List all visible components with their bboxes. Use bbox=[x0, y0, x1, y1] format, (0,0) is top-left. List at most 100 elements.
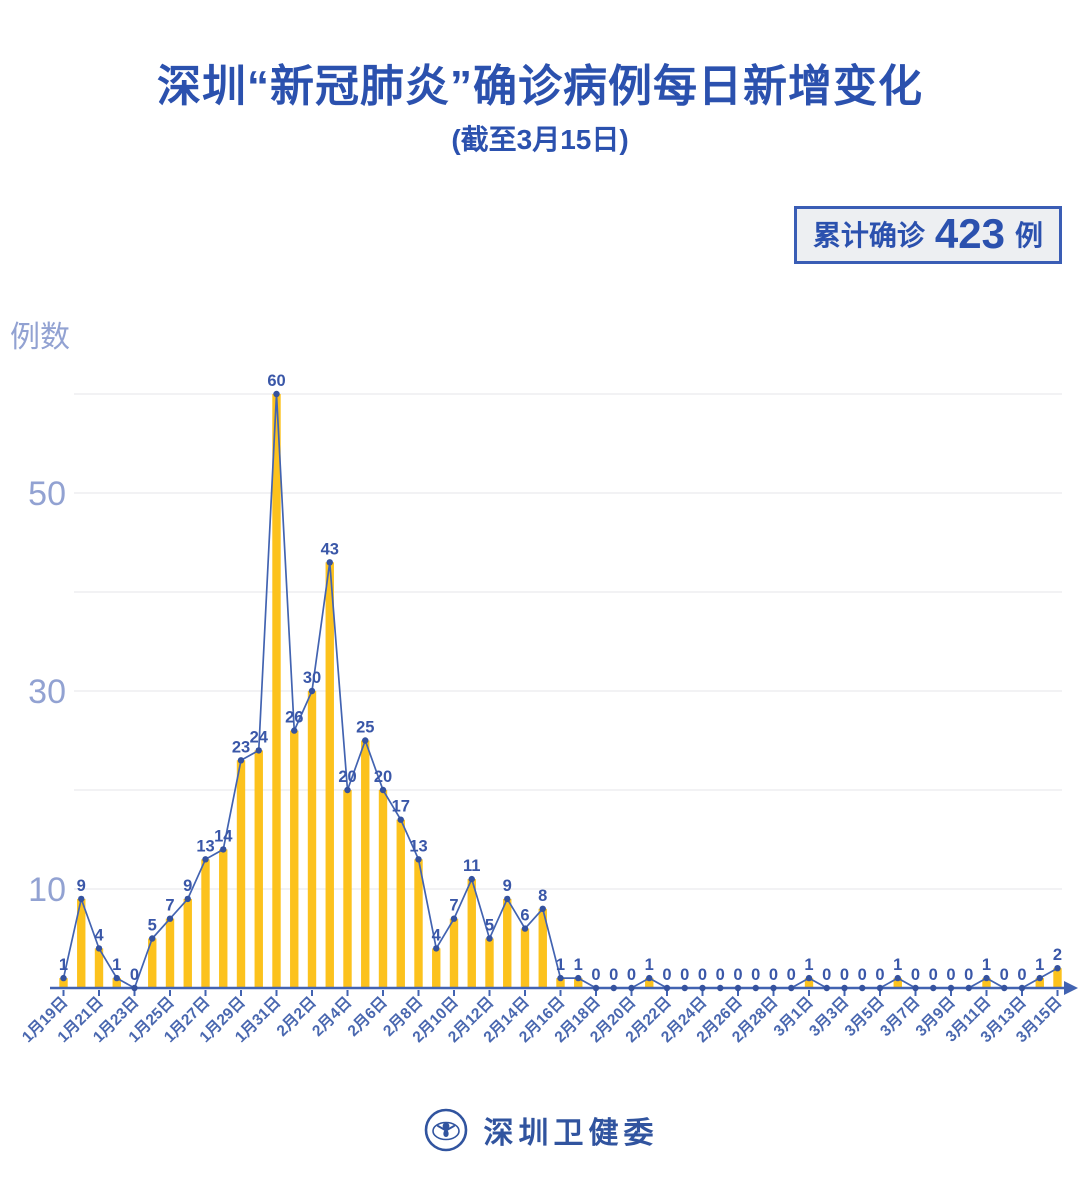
data-point bbox=[876, 984, 884, 992]
data-label: 0 bbox=[680, 966, 689, 984]
data-point bbox=[663, 984, 671, 992]
data-label: 5 bbox=[148, 917, 157, 935]
data-point bbox=[521, 925, 529, 932]
data-point bbox=[930, 984, 937, 992]
bar bbox=[219, 849, 228, 988]
data-label: 0 bbox=[591, 966, 600, 984]
data-label: 23 bbox=[232, 738, 250, 756]
bar bbox=[645, 978, 654, 988]
data-label: 0 bbox=[929, 966, 938, 984]
data-label: 60 bbox=[267, 372, 285, 390]
data-label: 0 bbox=[875, 966, 884, 984]
bar bbox=[538, 908, 547, 988]
bar bbox=[893, 978, 902, 988]
page-subtitle: (截至3月15日) bbox=[451, 124, 629, 155]
bar bbox=[94, 948, 104, 988]
data-label: 24 bbox=[250, 728, 269, 746]
data-label: 8 bbox=[538, 887, 547, 905]
data-label: 0 bbox=[662, 966, 671, 984]
data-point bbox=[1054, 965, 1061, 972]
data-point bbox=[202, 856, 209, 863]
data-point bbox=[291, 727, 298, 734]
data-point bbox=[646, 974, 653, 982]
data-point bbox=[344, 786, 351, 794]
data-point bbox=[1036, 974, 1043, 982]
y-tick-label: 50 bbox=[28, 475, 66, 513]
data-label: 1 bbox=[804, 956, 813, 974]
data-label: 0 bbox=[716, 966, 725, 984]
data-label: 0 bbox=[751, 966, 760, 984]
data-point bbox=[131, 984, 138, 992]
bar bbox=[183, 898, 192, 988]
data-point bbox=[486, 935, 493, 942]
data-point bbox=[894, 974, 901, 982]
data-label: 43 bbox=[321, 540, 339, 558]
bar bbox=[1035, 978, 1044, 988]
data-point bbox=[78, 895, 85, 903]
data-point bbox=[805, 974, 813, 982]
data-point bbox=[468, 875, 475, 883]
bar bbox=[414, 859, 423, 988]
data-label: 25 bbox=[356, 719, 374, 737]
data-label: 2 bbox=[1053, 946, 1062, 964]
data-label: 0 bbox=[1017, 966, 1026, 984]
bar bbox=[307, 691, 317, 988]
bar bbox=[449, 918, 459, 988]
data-point bbox=[184, 895, 191, 903]
badge-value: 423 bbox=[934, 210, 1005, 257]
bar bbox=[378, 790, 388, 988]
data-label: 20 bbox=[374, 768, 392, 786]
data-point bbox=[788, 984, 795, 992]
data-label: 1 bbox=[112, 956, 121, 974]
bar bbox=[201, 859, 210, 988]
data-label: 4 bbox=[94, 926, 104, 944]
data-label: 13 bbox=[409, 837, 427, 855]
data-label: 0 bbox=[822, 966, 831, 984]
data-label: 0 bbox=[840, 966, 849, 984]
bar bbox=[361, 740, 370, 988]
data-label: 1 bbox=[893, 956, 902, 974]
bar bbox=[574, 978, 583, 988]
data-point bbox=[237, 757, 245, 764]
data-point bbox=[752, 984, 759, 992]
data-label: 7 bbox=[165, 897, 174, 915]
data-point bbox=[770, 984, 777, 992]
bar bbox=[325, 562, 334, 988]
data-point bbox=[60, 974, 67, 982]
bar bbox=[165, 918, 175, 988]
data-label: 0 bbox=[1000, 966, 1009, 984]
data-label: 0 bbox=[627, 966, 636, 984]
data-point bbox=[450, 915, 458, 922]
data-point bbox=[592, 984, 600, 992]
bar bbox=[432, 948, 441, 988]
footer: 深圳卫健委 bbox=[0, 1106, 1080, 1154]
cumulative-total-badge: 累计确诊 423 例 bbox=[793, 206, 1062, 264]
data-point bbox=[823, 984, 830, 992]
badge-prefix: 累计确诊 bbox=[812, 220, 925, 251]
bar bbox=[982, 978, 991, 988]
daily-new-cases-chart: 1030501941057913142324602630432025201713… bbox=[18, 372, 1078, 1046]
data-point bbox=[912, 984, 919, 992]
bar bbox=[1053, 968, 1062, 988]
data-point bbox=[95, 945, 103, 952]
data-label: 17 bbox=[392, 798, 410, 816]
data-point bbox=[610, 984, 617, 992]
data-point bbox=[433, 945, 440, 952]
data-point bbox=[379, 786, 387, 794]
bar bbox=[148, 938, 157, 988]
bar bbox=[556, 978, 565, 988]
data-point bbox=[415, 856, 422, 863]
data-point bbox=[326, 559, 333, 566]
bar bbox=[77, 898, 86, 988]
data-label: 9 bbox=[77, 877, 86, 895]
chart-area: 10 30 50 1 9 4 1 0 5 7 9 13 14 23 24 60 26 30 43 20 25 20 17 13… bbox=[0, 300, 1080, 1090]
y-axis-title: 例数 bbox=[10, 321, 70, 354]
data-point bbox=[362, 737, 369, 744]
data-point bbox=[681, 984, 688, 992]
data-label: 0 bbox=[946, 966, 955, 984]
data-label: 5 bbox=[485, 917, 494, 935]
szhc-logo-icon bbox=[424, 1108, 467, 1152]
data-label: 0 bbox=[130, 966, 139, 984]
data-point bbox=[149, 935, 156, 942]
data-label: 0 bbox=[787, 966, 796, 984]
